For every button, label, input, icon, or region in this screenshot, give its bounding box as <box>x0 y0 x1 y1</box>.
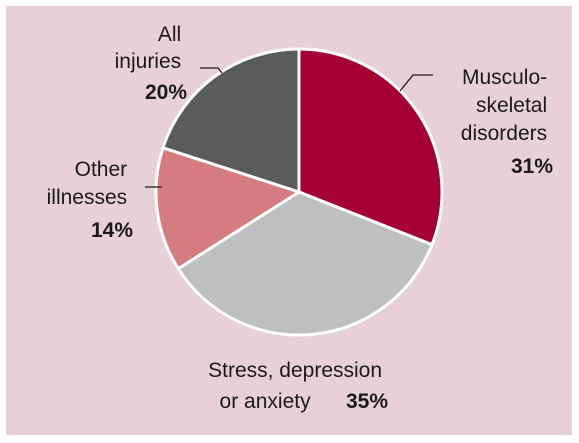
pie-slices <box>154 47 444 337</box>
slice-label-other-illnesses: Other illnesses 14% <box>47 158 134 242</box>
pie-slice-stress <box>176 190 434 337</box>
leader-line-musculoskeletal <box>399 74 433 92</box>
pie-slice-all-injuries <box>161 47 301 195</box>
slice-label-musculoskeletal: Musculo- skeletal disorders 31% <box>461 66 554 178</box>
slice-label-all-injuries: All injuries 20% <box>115 23 188 104</box>
leader-line-all-injuries <box>200 67 223 74</box>
pie-slice-musculoskeletal <box>297 47 444 247</box>
pie-slice-other-illnesses <box>154 145 303 271</box>
slice-label-stress: Stress, depression or anxiety 35% <box>208 359 388 413</box>
